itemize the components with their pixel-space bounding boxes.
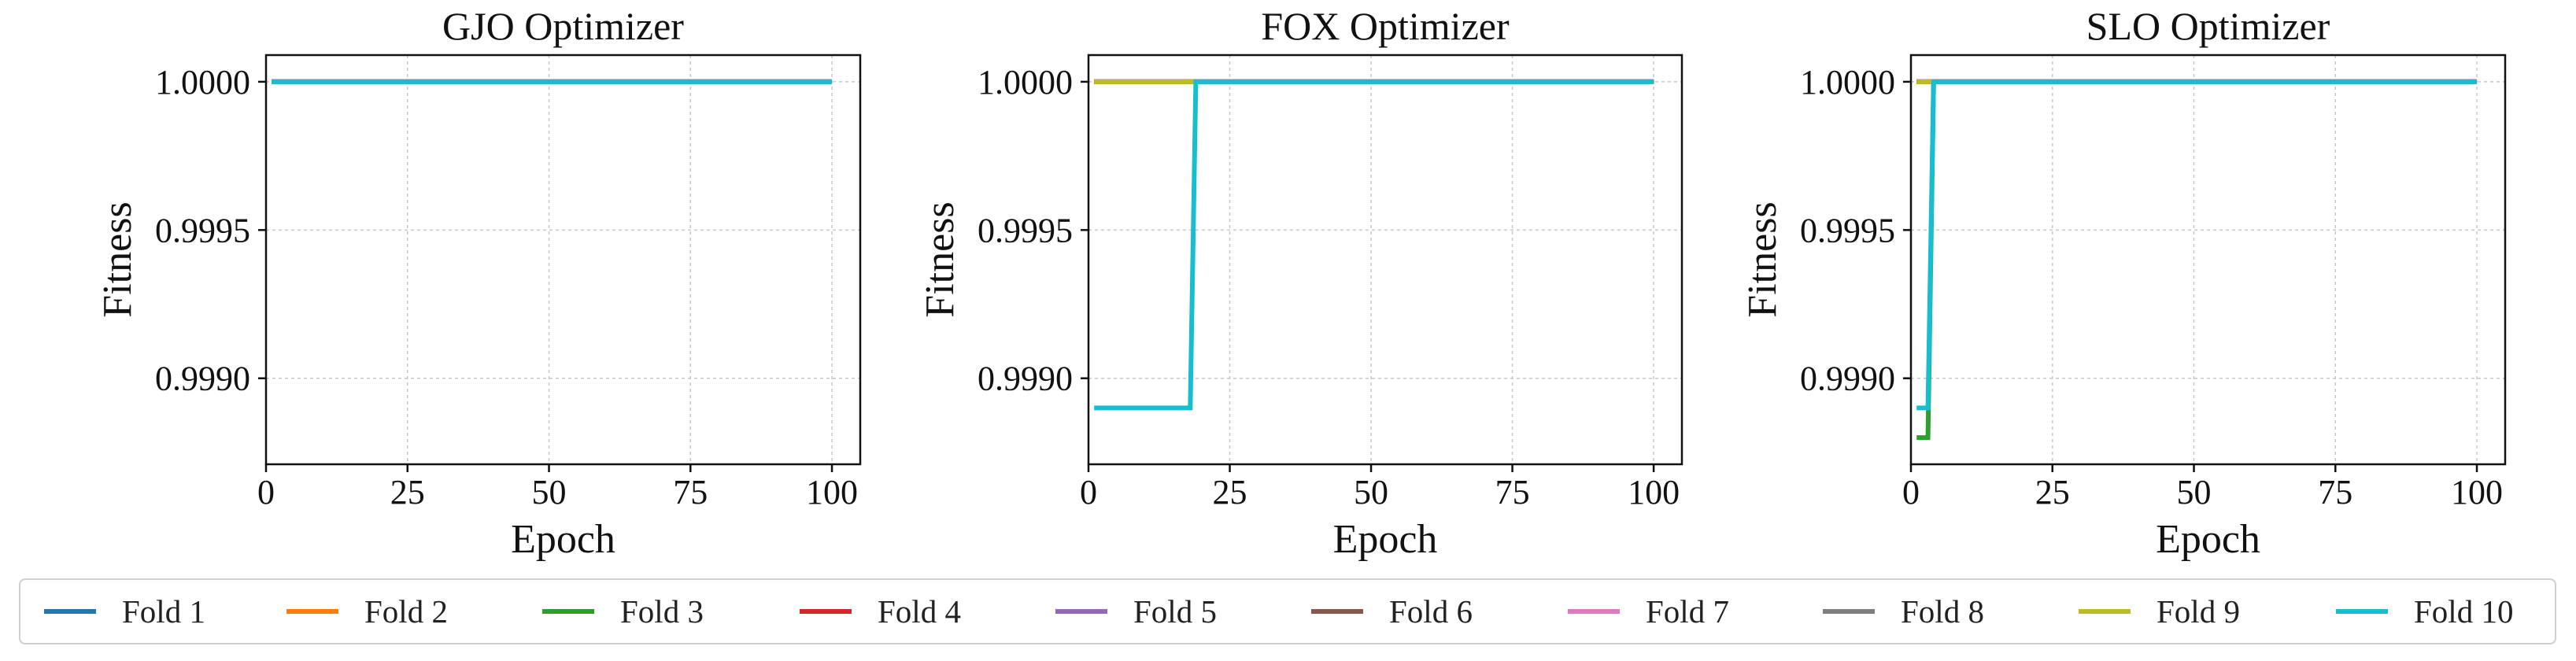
x-tick-label: 100 [806,473,858,511]
axes-frame [264,54,862,466]
chart-panel-2: 0 25 50 75 100 0.9990 0.9995 1.0000 FOX Optimize… [918,4,1683,562]
x-tick-label: 75 [673,473,708,511]
series-line-fold-10 [1094,79,1654,411]
chart-panel-1: 0 25 50 75 100 0.9990 0.9995 1.0000 GJO Optimize… [95,4,862,562]
axes-frame [1087,54,1683,466]
x-tick-label: 75 [1495,473,1530,511]
x-tick-label: 75 [2318,473,2352,511]
legend-label: Fold 4 [878,593,961,630]
y-tick-label: 0.9990 [1800,360,1895,398]
y-tick-label: 1.0000 [155,63,250,102]
legend-label: Fold 5 [1133,593,1217,630]
legend-item-fold-6: Fold 6 [1311,580,1473,643]
x-tick-label: 25 [2035,473,2070,511]
legend-item-fold-8: Fold 8 [1823,580,1984,643]
legend-label: Fold 2 [364,593,448,630]
x-tick-label: 0 [1080,473,1097,511]
legend-item-fold-10: Fold 10 [2336,580,2513,643]
legend-swatch [1568,609,1620,614]
y-tick-label: 1.0000 [978,63,1073,102]
legend-item-fold-9: Fold 9 [2079,580,2240,643]
x-tick-label: 0 [257,473,275,511]
x-axis-label: Epoch [1333,517,1438,562]
legend-swatch [1823,609,1875,614]
y-tick-label: 0.9990 [978,360,1073,398]
y-tick-label: 0.9995 [978,211,1073,249]
chart-panel-3: 0 25 50 75 100 0.9990 0.9995 1.0000 SLO Optimize… [1740,4,2507,562]
y-tick-label: 0.9995 [155,211,250,249]
legend-label: Fold 9 [2157,593,2240,630]
legend-label: Fold 8 [1901,593,1984,630]
x-tick-label: 0 [1902,473,1920,511]
legend-item-fold-2: Fold 2 [286,580,448,643]
legend-label: Fold 10 [2414,593,2514,630]
chart-title: SLO Optimizer [2086,4,2330,48]
legend-swatch [286,609,338,614]
x-tick-label: 25 [390,473,425,511]
legend-swatch [542,609,594,614]
y-tick-label: 0.9990 [155,360,250,398]
legend-item-fold-3: Fold 3 [542,580,704,643]
legend-item-fold-7: Fold 7 [1568,580,1729,643]
y-tick-label: 0.9995 [1800,211,1895,249]
y-axis-label: Fitness [95,201,140,317]
y-axis-label: Fitness [918,201,963,317]
x-tick-label: 25 [1213,473,1247,511]
chart-title: FOX Optimizer [1261,4,1510,48]
legend: Fold 1 Fold 2 Fold 3 Fold 4 Fold 5 Fold 6 Fold… [19,578,2556,644]
legend-label: Fold 1 [122,593,205,630]
legend-swatch [1055,609,1107,614]
legend-label: Fold 7 [1646,593,1729,630]
legend-label: Fold 6 [1389,593,1473,630]
series-line-fold-10 [1916,79,2477,411]
x-tick-label: 50 [2177,473,2212,511]
legend-item-fold-5: Fold 5 [1055,580,1217,643]
x-tick-label: 100 [1628,473,1680,511]
x-axis-label: Epoch [511,517,615,562]
x-tick-label: 100 [2451,473,2503,511]
legend-swatch [2079,609,2131,614]
legend-swatch [44,609,96,614]
y-axis-label: Fitness [1740,201,1785,317]
series-line-fold-3 [1916,79,2477,441]
legend-item-fold-1: Fold 1 [44,580,205,643]
x-axis-label: Epoch [2156,517,2260,562]
legend-swatch [800,609,852,614]
x-tick-label: 50 [1354,473,1388,511]
legend-swatch [1311,609,1363,614]
axes-frame [1909,54,2507,466]
y-tick-label: 1.0000 [1800,63,1895,102]
legend-item-fold-4: Fold 4 [800,580,961,643]
legend-swatch [2336,609,2388,614]
chart-title: GJO Optimizer [442,4,684,48]
x-tick-label: 50 [532,473,567,511]
legend-label: Fold 3 [620,593,704,630]
